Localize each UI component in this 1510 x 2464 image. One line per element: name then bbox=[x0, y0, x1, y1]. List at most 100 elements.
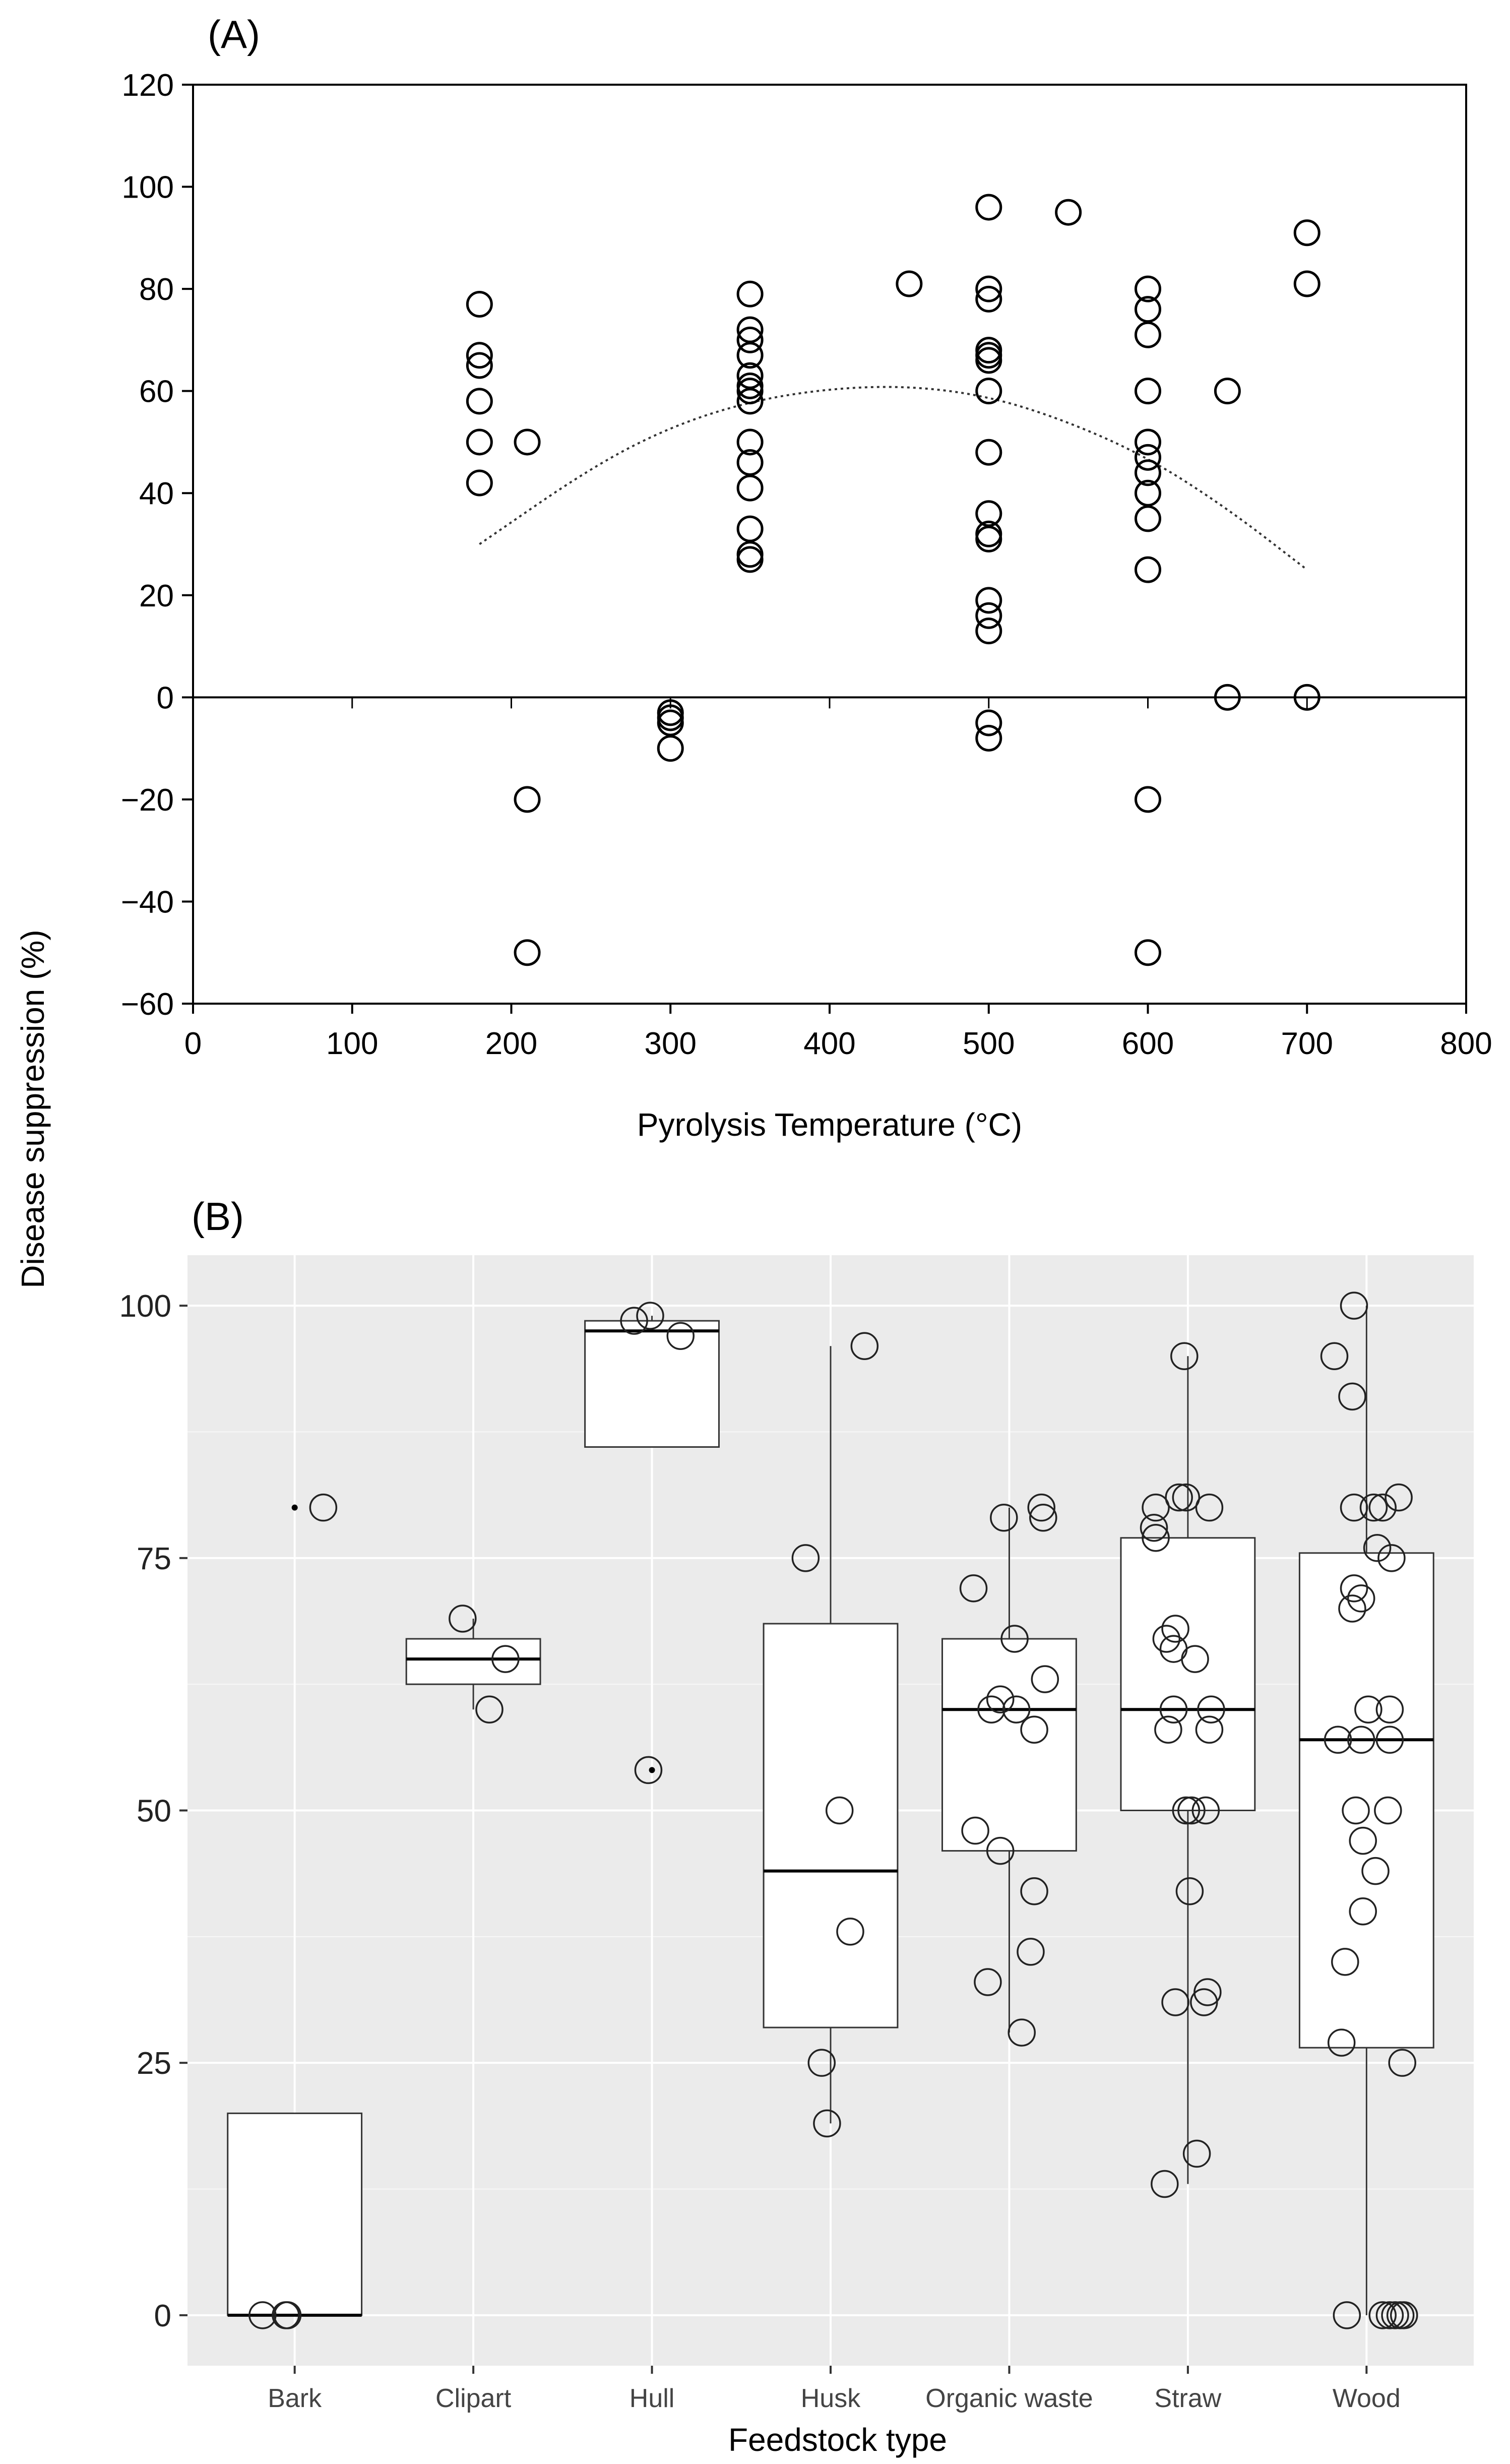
data-point bbox=[1363, 1534, 1392, 1562]
data-point bbox=[1165, 1483, 1193, 1512]
data-point bbox=[1055, 199, 1082, 226]
panel-a-x-axis: 0 100 200 300 400 500 600 700 800 bbox=[184, 697, 1492, 1061]
data-point bbox=[791, 1544, 820, 1572]
data-point bbox=[975, 709, 1002, 736]
data-point bbox=[975, 378, 1002, 405]
data-point bbox=[1135, 556, 1161, 583]
data-point bbox=[1182, 2139, 1211, 2168]
outlier-point bbox=[291, 1504, 298, 1511]
data-point bbox=[1385, 1483, 1413, 1512]
y-tick-label: 40 bbox=[139, 476, 174, 511]
data-point bbox=[466, 428, 493, 456]
data-point bbox=[736, 378, 764, 405]
data-point bbox=[1135, 444, 1161, 471]
box-iqr bbox=[941, 1638, 1077, 1852]
data-point bbox=[736, 515, 764, 542]
data-point bbox=[1349, 1897, 1377, 1926]
panel-a-trend-line bbox=[479, 386, 1308, 571]
panel-b-y-axis: 0 25 50 75 100 bbox=[119, 1289, 187, 2333]
data-point bbox=[736, 428, 764, 456]
box-bark bbox=[227, 1504, 363, 2317]
data-point bbox=[1340, 1574, 1368, 1603]
data-point bbox=[1381, 2301, 1409, 2329]
y-tick-label: 20 bbox=[139, 579, 174, 613]
x-tick-label: 800 bbox=[1440, 1026, 1492, 1061]
data-point bbox=[1320, 1342, 1349, 1371]
data-point bbox=[1172, 1796, 1201, 1825]
data-point bbox=[514, 786, 541, 813]
data-point bbox=[1293, 219, 1320, 247]
data-point bbox=[1008, 2018, 1036, 2047]
data-point bbox=[1000, 1625, 1029, 1653]
x-tick-label: 400 bbox=[803, 1026, 855, 1061]
data-point bbox=[975, 500, 1002, 527]
data-point bbox=[736, 474, 764, 502]
box-straw bbox=[1120, 1356, 1256, 2184]
y-tick-label: 100 bbox=[122, 170, 174, 205]
data-point bbox=[986, 1836, 1015, 1865]
data-point bbox=[1135, 939, 1161, 966]
data-point bbox=[975, 342, 1002, 369]
panel-b-x-axis-label: Feedstock type bbox=[728, 2422, 947, 2458]
y-tick-label: 60 bbox=[139, 375, 174, 409]
data-point bbox=[736, 541, 764, 568]
data-point bbox=[1152, 1625, 1181, 1653]
data-point bbox=[1135, 786, 1161, 813]
panel-a-scatter-chart: (A) −60 −40 −20 0 20 40 60 80 100 120 0 100 200 300 4… bbox=[121, 12, 1492, 1143]
data-point bbox=[1375, 1726, 1404, 1754]
x-tick-label: Straw bbox=[1154, 2384, 1221, 2413]
data-point bbox=[1347, 1726, 1375, 1754]
data-point bbox=[1214, 378, 1241, 405]
data-point bbox=[1197, 1695, 1225, 1723]
data-point bbox=[736, 546, 764, 573]
data-point bbox=[620, 1307, 648, 1335]
y-tick-label: −40 bbox=[121, 885, 174, 919]
data-point bbox=[807, 2049, 836, 2077]
y-tick-label: 25 bbox=[137, 2046, 171, 2081]
data-point bbox=[1151, 2170, 1179, 2198]
data-point bbox=[1142, 1524, 1170, 1552]
data-point bbox=[1161, 1615, 1189, 1643]
data-point bbox=[736, 362, 764, 389]
data-point bbox=[1368, 1493, 1397, 1522]
box-wood bbox=[1298, 1306, 1434, 2315]
data-point bbox=[1175, 1877, 1204, 1905]
data-point bbox=[657, 735, 684, 762]
data-point bbox=[1029, 1503, 1057, 1532]
x-tick-label: Husk bbox=[801, 2384, 861, 2413]
data-point bbox=[636, 1302, 664, 1330]
trend-line bbox=[479, 386, 1308, 571]
data-point bbox=[1140, 1513, 1168, 1542]
data-point bbox=[736, 316, 764, 343]
x-tick-label: Organic waste bbox=[925, 2384, 1093, 2413]
data-point bbox=[1135, 459, 1161, 486]
y-tick-label: −20 bbox=[121, 783, 174, 818]
data-point bbox=[1374, 1796, 1402, 1825]
data-point bbox=[273, 2301, 302, 2329]
data-point bbox=[896, 270, 923, 297]
data-point bbox=[1190, 1988, 1218, 2016]
data-point bbox=[1017, 1938, 1045, 1966]
y-tick-label: −60 bbox=[121, 987, 174, 1022]
data-point bbox=[1172, 1483, 1201, 1512]
box-iqr bbox=[763, 1623, 899, 2028]
box-husk bbox=[763, 1346, 899, 2124]
data-point bbox=[975, 285, 1002, 313]
data-point bbox=[657, 704, 684, 731]
data-point bbox=[990, 1503, 1018, 1532]
data-point bbox=[961, 1816, 989, 1845]
data-point bbox=[1375, 1695, 1404, 1723]
data-point bbox=[1338, 1594, 1366, 1623]
x-tick-label: 100 bbox=[326, 1026, 378, 1061]
data-point bbox=[1159, 1695, 1188, 1723]
data-point bbox=[1135, 479, 1161, 507]
data-point bbox=[466, 388, 493, 415]
box-iqr bbox=[1120, 1537, 1256, 1812]
data-point bbox=[491, 1645, 520, 1673]
panel-b-box-plot: (B) 0 25 50 75 100 Bark Clipart Hull Husk Organi… bbox=[119, 1194, 1474, 2458]
data-point bbox=[1349, 1826, 1377, 1855]
y-tick-label: 0 bbox=[157, 681, 174, 715]
data-point bbox=[1195, 1715, 1224, 1744]
data-point bbox=[1002, 1695, 1031, 1723]
